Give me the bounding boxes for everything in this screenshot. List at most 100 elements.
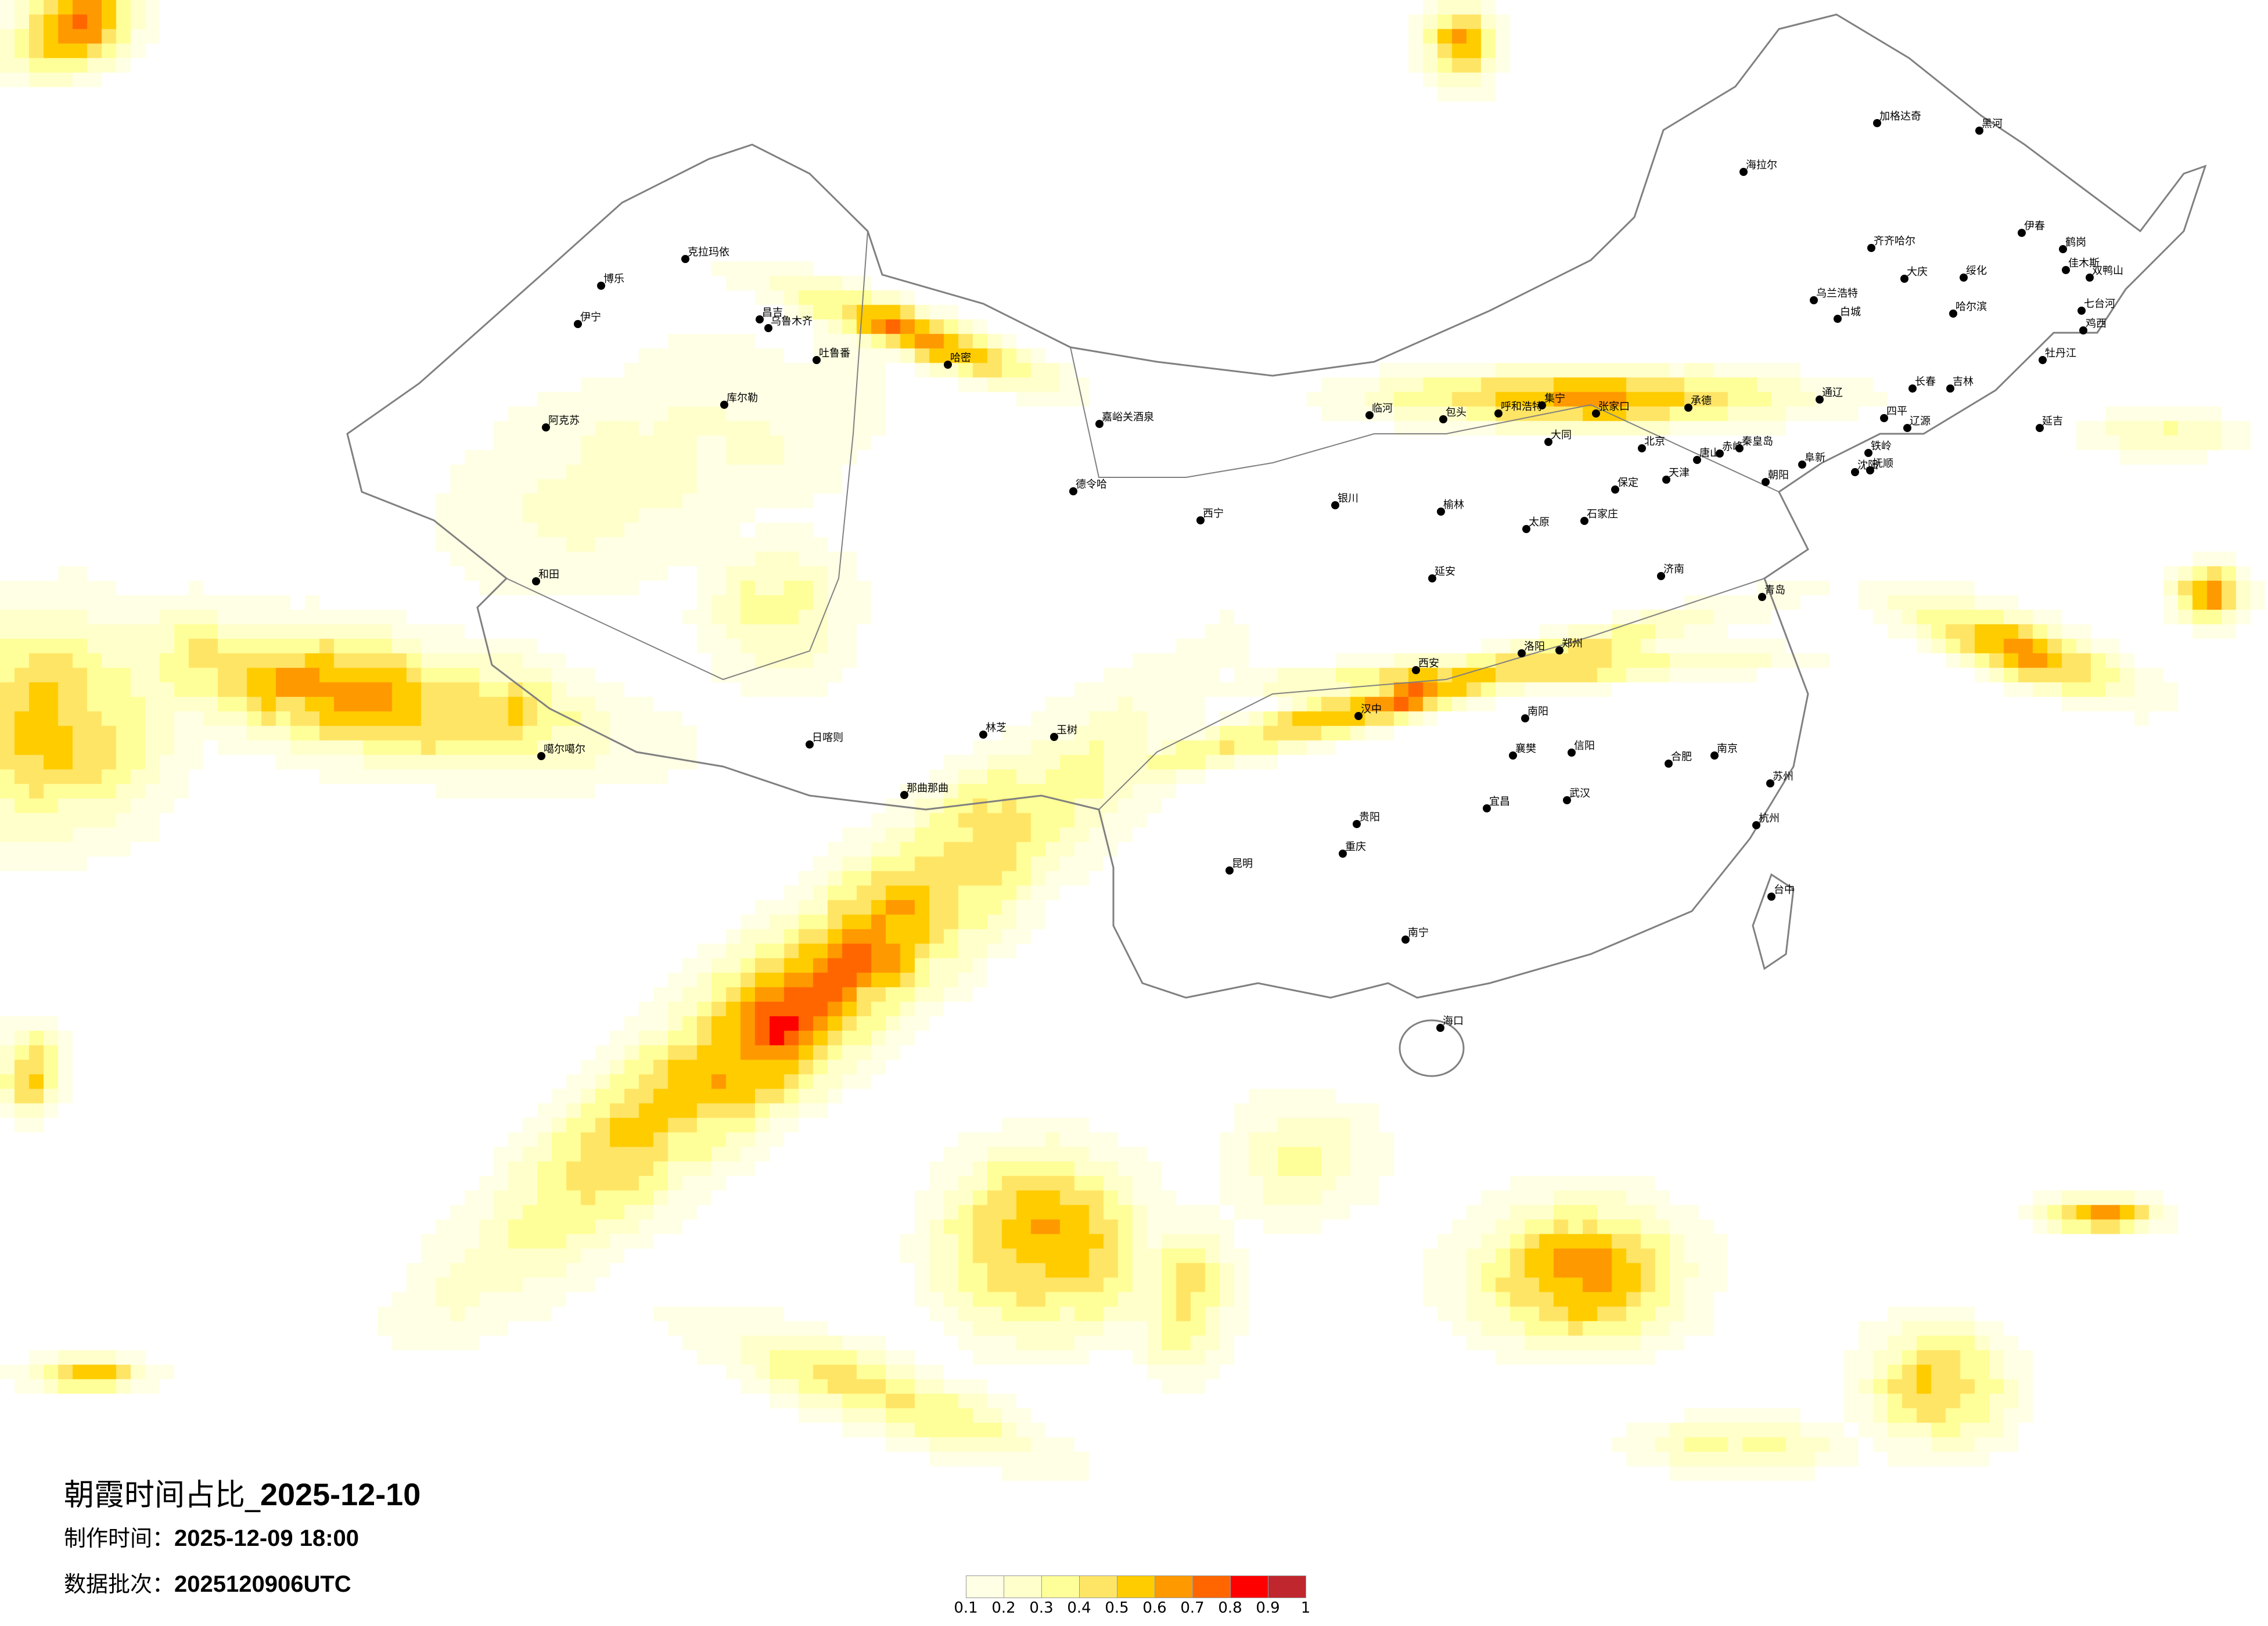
city-dot <box>2077 307 2086 315</box>
city-dot <box>1684 404 1692 412</box>
city-dot <box>1867 244 1875 252</box>
city-dot <box>900 791 908 799</box>
city-marker: 乌鲁木齐 <box>764 315 813 332</box>
city-dot <box>1196 516 1205 524</box>
legend-swatch <box>1041 1575 1080 1598</box>
city-marker: 七台河 <box>2077 298 2115 315</box>
city-marker: 宜昌 <box>1483 796 1510 812</box>
city-marker: 噶尔噶尔 <box>537 743 585 760</box>
city-dot <box>1766 779 1774 787</box>
city-dot <box>1716 449 1724 458</box>
city-label: 武汉 <box>1569 787 1590 800</box>
legend-swatch <box>1155 1575 1193 1598</box>
city-label: 鹤岗 <box>2065 236 2086 249</box>
legend-tick-label: 0.3 <box>1029 1599 1054 1617</box>
city-label: 白城 <box>1840 306 1861 318</box>
city-label: 苏州 <box>1773 771 1793 783</box>
city-label: 承德 <box>1691 395 1712 407</box>
city-dot <box>1693 456 1701 464</box>
city-label: 绥化 <box>1966 265 1987 277</box>
city-dot <box>1563 796 1571 804</box>
city-label: 襄樊 <box>1515 743 1536 755</box>
city-dot <box>1592 409 1600 418</box>
city-marker: 哈尔滨 <box>1949 301 1987 318</box>
city-label: 阜新 <box>1805 452 1825 464</box>
city-label: 伊春 <box>2024 220 2045 232</box>
city-label: 洛阳 <box>1524 641 1545 653</box>
city-dot <box>1638 444 1646 452</box>
city-dot <box>1339 850 1347 858</box>
city-label: 南宁 <box>1408 927 1429 939</box>
city-dot <box>1544 438 1552 446</box>
city-label: 长春 <box>1915 376 1936 388</box>
city-marker: 克拉玛依 <box>681 246 729 263</box>
city-dot <box>1555 646 1563 654</box>
city-dot <box>1069 487 1077 495</box>
city-label: 秦皇岛 <box>1742 436 1773 448</box>
city-marker: 天津 <box>1662 467 1690 484</box>
city-dot <box>1810 296 1818 304</box>
city-dot <box>574 320 582 328</box>
city-label: 阿克苏 <box>548 415 580 427</box>
map-title: 朝霞时间占比_2025-12-10 <box>64 1470 420 1514</box>
city-dot <box>1834 315 1842 323</box>
city-label: 合肥 <box>1671 751 1692 763</box>
city-dot <box>1483 804 1491 812</box>
city-label: 北京 <box>1644 436 1665 448</box>
city-marker: 哈密 <box>944 352 971 369</box>
city-label: 南京 <box>1717 743 1738 755</box>
city-label: 博乐 <box>603 273 624 285</box>
city-marker: 鸡西 <box>2079 318 2107 334</box>
city-dot <box>720 401 728 409</box>
city-dot <box>2036 424 2044 432</box>
city-dot <box>1908 384 1917 393</box>
legend-tick-label: 0.2 <box>991 1599 1016 1617</box>
city-label: 大庆 <box>1907 266 1928 278</box>
city-dot <box>1436 1024 1444 1032</box>
city-dot <box>1331 501 1339 509</box>
city-marker: 加格达奇 <box>1873 110 1921 127</box>
city-marker: 鹤岗 <box>2059 236 2086 253</box>
city-label: 昌吉 <box>762 307 783 319</box>
city-label: 贵阳 <box>1359 811 1380 823</box>
city-dot <box>1428 574 1436 582</box>
city-label: 嘉峪关酒泉 <box>1102 411 1154 423</box>
legend-tick-label: 0.7 <box>1180 1599 1205 1617</box>
city-label: 呼和浩特 <box>1501 401 1543 413</box>
city-label: 集宁 <box>1544 393 1565 405</box>
city-dot <box>1580 517 1588 525</box>
city-dot <box>1050 733 1058 741</box>
city-marker: 延安 <box>1428 566 1455 582</box>
city-label: 吐鲁番 <box>819 347 850 359</box>
city-dot <box>944 361 952 369</box>
city-label: 张家口 <box>1598 401 1630 413</box>
city-marker: 吉林 <box>1946 376 1974 393</box>
city-label: 天津 <box>1669 467 1690 479</box>
city-label: 大同 <box>1551 429 1572 441</box>
city-marker: 青岛 <box>1758 584 1785 601</box>
city-marker: 唐山 <box>1693 447 1720 464</box>
city-marker: 南阳 <box>1521 706 1548 722</box>
city-marker: 信阳 <box>1568 740 1595 757</box>
city-marker: 海拉尔 <box>1739 159 1777 176</box>
city-dot <box>597 282 605 290</box>
city-dot <box>1758 593 1766 601</box>
city-marker: 伊春 <box>2018 220 2045 237</box>
city-dot <box>1518 649 1526 657</box>
city-marker: 德令哈 <box>1069 479 1107 495</box>
city-label: 噶尔噶尔 <box>544 743 585 756</box>
city-dot <box>1354 712 1363 720</box>
city-dot <box>537 752 545 760</box>
city-label: 昆明 <box>1232 858 1253 870</box>
legend-swatch <box>966 1575 1004 1598</box>
city-dot <box>1864 449 1872 457</box>
city-dot <box>979 731 987 739</box>
city-label: 汉中 <box>1361 703 1382 715</box>
city-dot <box>2039 356 2047 364</box>
city-dot <box>1611 485 1619 494</box>
legend-tick-label: 0.1 <box>954 1599 978 1617</box>
province-boundary <box>1098 578 1765 810</box>
city-marker: 汉中 <box>1354 703 1382 720</box>
legend-swatch <box>1117 1575 1155 1598</box>
